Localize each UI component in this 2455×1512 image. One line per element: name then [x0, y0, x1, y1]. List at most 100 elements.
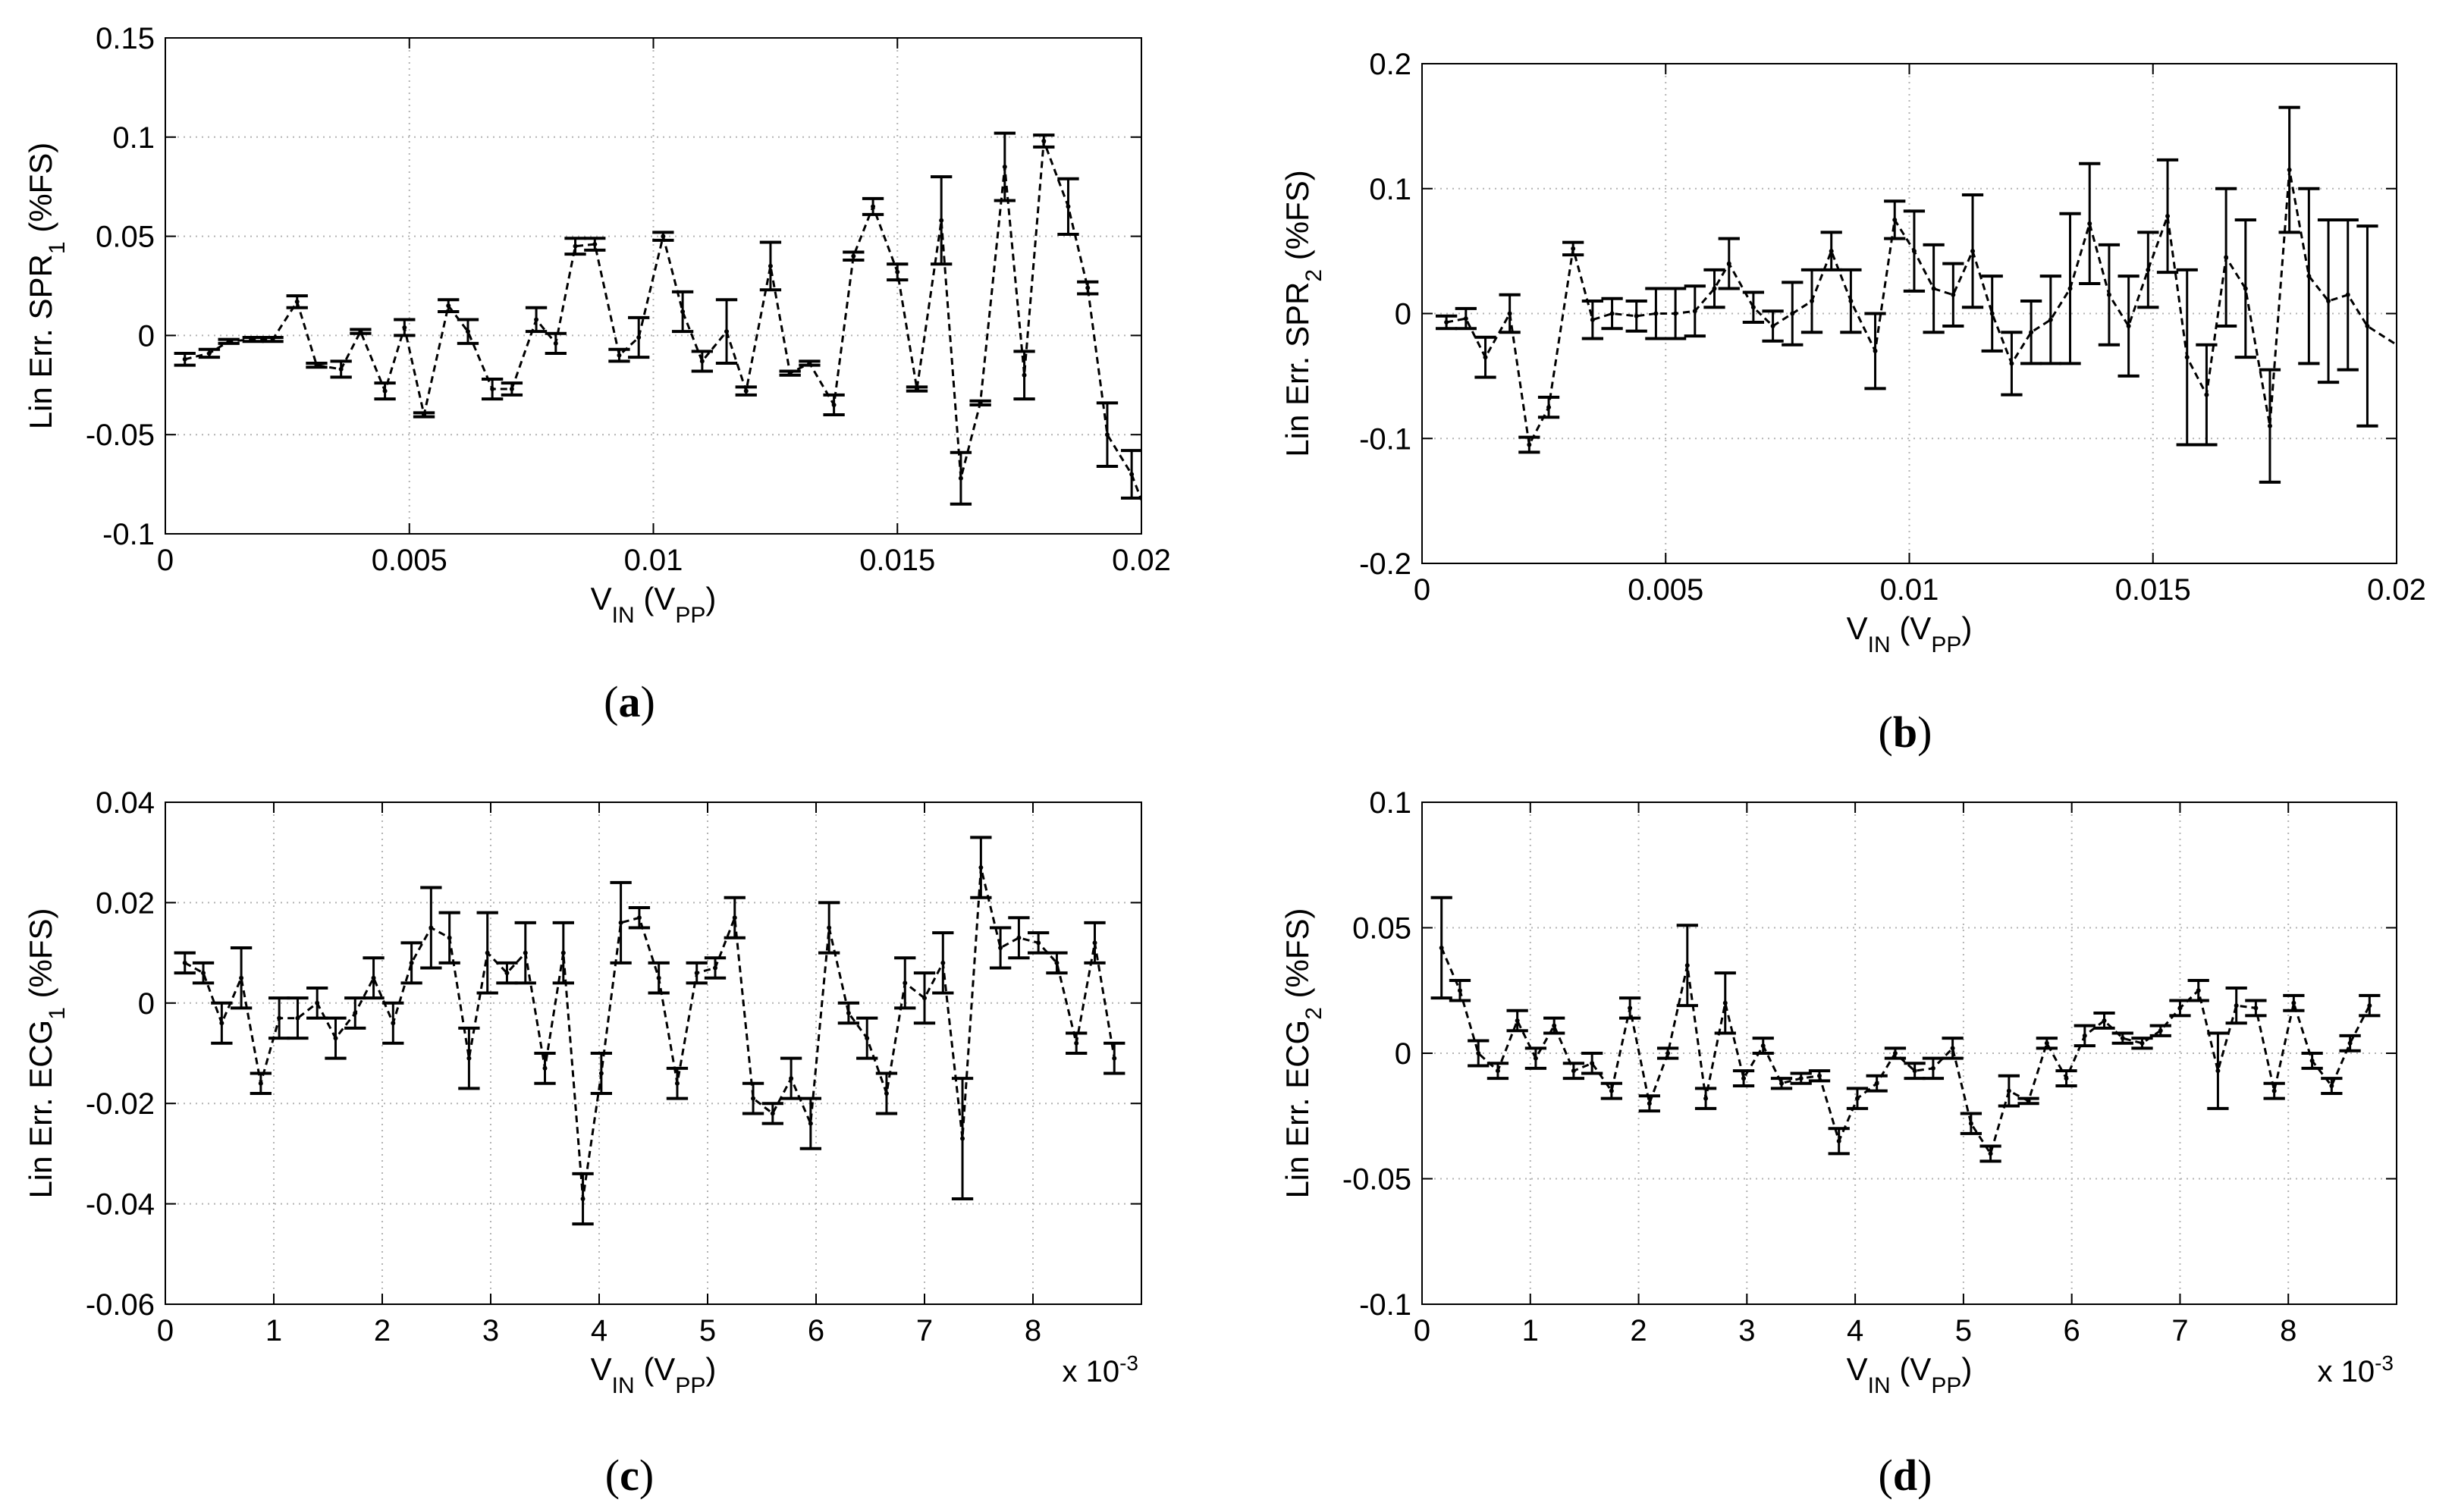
data-point	[2345, 292, 2350, 297]
x-tick-label: 0.01	[624, 544, 683, 577]
data-point	[1912, 1068, 1917, 1074]
plot-area	[165, 802, 1141, 1304]
data-point	[294, 299, 300, 304]
data-point	[1703, 1096, 1709, 1101]
x-axis-label: VIN (VPP)	[1847, 1351, 1973, 1398]
x-tick-label: 1	[1522, 1314, 1539, 1347]
x-tick-label: 0	[1414, 573, 1430, 607]
data-point	[743, 388, 749, 394]
data-point	[732, 915, 737, 921]
x-tick-label: 0	[157, 1314, 174, 1347]
data-point	[1931, 286, 1936, 291]
data-point	[1507, 311, 1512, 316]
data-point	[598, 1071, 604, 1076]
data-point	[315, 1000, 320, 1005]
data-point	[827, 925, 832, 930]
data-point	[661, 234, 666, 239]
data-point	[724, 329, 730, 334]
x-tick-label: 4	[591, 1314, 607, 1347]
y-tick-label: 0.1	[1369, 173, 1411, 206]
data-point	[1970, 249, 1976, 254]
panel-caption: (d)	[1879, 1451, 1932, 1500]
data-point	[2087, 221, 2092, 226]
chart-panel-d: 0 1 2 3 4 5 6 7 8 -0.1 -0.05 0 0.05 0.1 x 10-3 VIN (VPP…	[1279, 786, 2397, 1500]
axes-frame	[165, 801, 1142, 1305]
data-point	[391, 1021, 396, 1026]
data-point	[447, 935, 452, 940]
x-tick-label: 6	[808, 1314, 824, 1347]
data-point	[295, 1015, 300, 1021]
data-point	[1836, 1138, 1841, 1143]
data-point	[1444, 320, 1449, 325]
data-point	[865, 1036, 870, 1041]
panel-caption: (b)	[1879, 707, 1932, 757]
data-point	[1628, 1005, 1633, 1011]
data-point	[2146, 267, 2151, 272]
y-tick-label: 0.05	[1352, 912, 1411, 946]
x-tick-label: 0.01	[1880, 573, 1939, 607]
data-point	[1673, 311, 1678, 316]
data-point	[636, 335, 642, 340]
data-point	[580, 1196, 585, 1201]
data-point	[789, 1076, 794, 1081]
data-point	[2196, 988, 2201, 993]
data-point	[871, 204, 876, 209]
data-point	[429, 925, 434, 930]
y-tick-label: -0.1	[1359, 422, 1411, 456]
data-point	[2367, 1003, 2372, 1009]
data-point	[2064, 1076, 2069, 1081]
data-point	[2347, 1040, 2353, 1046]
data-point	[1816, 1073, 1822, 1078]
data-point	[182, 356, 187, 362]
data-point	[382, 388, 388, 394]
series-ECG2	[1430, 896, 2381, 1163]
series-SPR1	[174, 131, 1141, 506]
data-point	[1810, 299, 1814, 304]
data-point	[1892, 1051, 1898, 1056]
grid	[165, 38, 1141, 534]
y-tick-label: 0.1	[1369, 786, 1411, 820]
data-point	[2291, 1000, 2296, 1005]
data-point	[1129, 472, 1135, 477]
data-point	[250, 337, 256, 342]
data-point	[2067, 286, 2073, 291]
y-tick-label: 0.02	[96, 886, 155, 920]
x-tick-label: 2	[374, 1314, 391, 1347]
data-point	[939, 218, 944, 223]
plot-area	[165, 38, 1141, 534]
data-point	[958, 475, 963, 481]
x-axis-label: VIN (VPP)	[591, 581, 717, 628]
data-point	[1951, 292, 1956, 297]
data-point	[674, 1081, 680, 1086]
data-point	[2271, 1088, 2277, 1093]
data-point	[1552, 1023, 1557, 1028]
data-point	[277, 1015, 282, 1021]
y-tick-label: -0.05	[86, 419, 155, 452]
data-point	[1495, 1068, 1500, 1074]
data-point	[1527, 442, 1532, 447]
x-tick-label: 3	[482, 1314, 499, 1347]
data-point	[1590, 317, 1595, 322]
data-point	[1930, 1065, 1935, 1071]
series-line	[1446, 169, 2397, 449]
data-point	[808, 1121, 813, 1126]
data-point	[895, 269, 900, 274]
data-point	[2234, 1003, 2239, 1009]
data-point	[2253, 1005, 2259, 1011]
data-point	[1892, 217, 1898, 222]
data-point	[1988, 1151, 1993, 1156]
data-point	[2243, 286, 2248, 291]
data-point	[1760, 1043, 1766, 1049]
data-point	[807, 361, 812, 366]
data-point	[1874, 1081, 1879, 1086]
data-point	[258, 1081, 263, 1086]
data-point	[1722, 1000, 1728, 1005]
data-point	[713, 965, 718, 971]
data-point	[219, 1021, 224, 1026]
panel-caption: (a)	[604, 677, 655, 726]
series-line	[184, 140, 1141, 501]
y-tick-label: 0.2	[1369, 48, 1411, 81]
x-tick-label: 0	[157, 544, 174, 577]
data-point	[2106, 292, 2111, 297]
data-point	[1533, 1056, 1538, 1061]
